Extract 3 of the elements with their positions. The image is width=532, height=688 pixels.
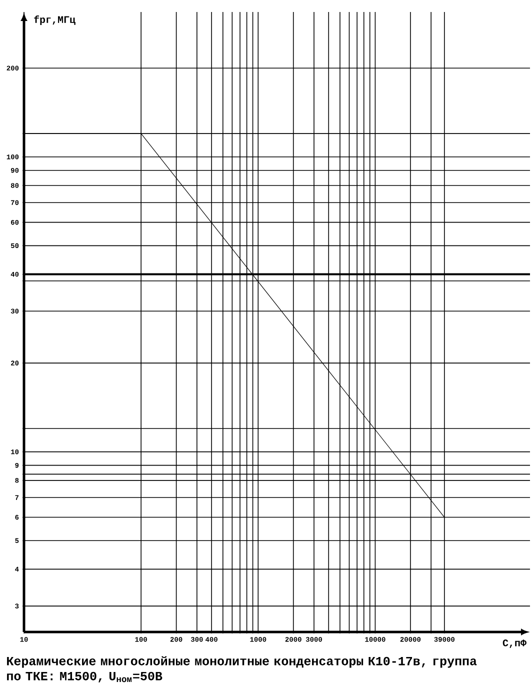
y-axis-title: fрг,МГц <box>34 16 76 25</box>
text: Керамические многослойные монолитные конденсаторы К10-17в, группа по ТКЕ: М1500, U$_{ном}$=50В <box>7 656 477 682</box>
x-axis-title: C,пФ <box>502 640 526 648</box>
